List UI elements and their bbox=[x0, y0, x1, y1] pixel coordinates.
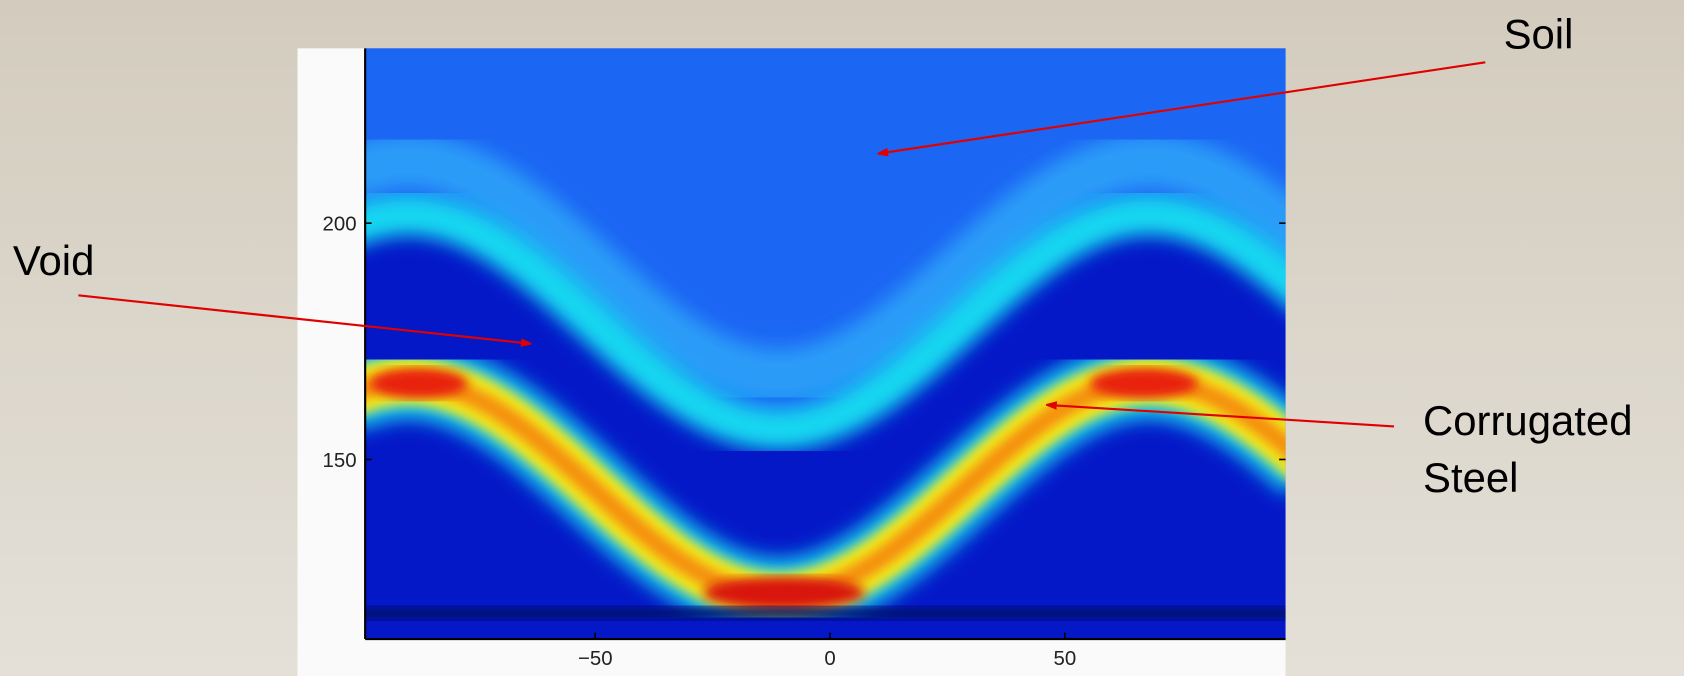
annotation-arrow bbox=[78, 294, 530, 343]
annotation-arrow bbox=[1047, 405, 1395, 428]
bottom-band bbox=[365, 606, 1286, 620]
y-tick-label: 150 bbox=[323, 450, 357, 472]
soil-edge bbox=[365, 194, 1286, 450]
soil-streaks bbox=[365, 134, 1286, 403]
y-tick-label: 200 bbox=[323, 214, 357, 236]
steel-hot bbox=[703, 576, 865, 609]
annotation-label: Soil bbox=[1504, 10, 1574, 57]
x-tick-label: 0 bbox=[824, 648, 835, 670]
steel-hot bbox=[1090, 368, 1198, 399]
annotation-label: Steel bbox=[1423, 454, 1518, 501]
annotation-arrow bbox=[879, 61, 1486, 153]
x-tick-label: 50 bbox=[1054, 648, 1077, 670]
heatmap bbox=[365, 48, 1286, 640]
steel-hot bbox=[370, 368, 468, 399]
annotation-label: Void bbox=[13, 237, 95, 284]
x-tick-label: −50 bbox=[578, 648, 613, 670]
annotation-label: Corrugated bbox=[1423, 397, 1633, 444]
soil-region bbox=[365, 48, 1286, 430]
